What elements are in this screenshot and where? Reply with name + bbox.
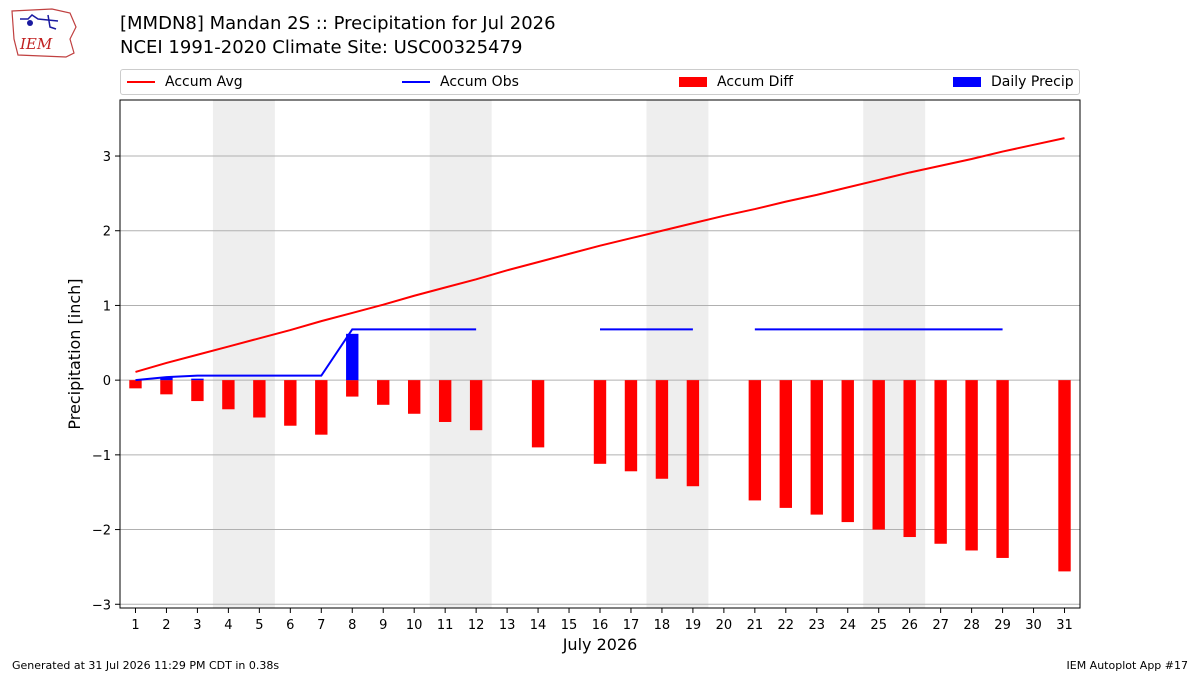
legend-item-accum-diff: Accum Diff (679, 70, 793, 94)
legend-swatch-accum-obs (402, 81, 430, 83)
x-tick-label: 18 (654, 618, 671, 633)
accum-diff-bar (160, 380, 173, 395)
x-tick-label: 15 (561, 618, 578, 633)
accum-diff-bar (965, 380, 978, 551)
x-tick-label: 5 (255, 618, 263, 633)
footer-app-id: IEM Autoplot App #17 (1066, 659, 1189, 672)
accum-diff-bar (408, 380, 421, 414)
accum-diff-bar (934, 380, 947, 544)
y-tick-label: −3 (92, 598, 111, 613)
x-tick-label: 21 (747, 618, 764, 633)
y-axis-label: Precipitation [inch] (65, 278, 84, 429)
accum-diff-bar (222, 380, 235, 410)
x-tick-label: 12 (468, 618, 485, 633)
x-tick-label: 28 (963, 618, 980, 633)
weekend-shade-1 (212, 100, 275, 608)
x-tick-label: 29 (994, 618, 1011, 633)
x-tick-label: 20 (716, 618, 733, 633)
x-tick-label: 3 (193, 618, 201, 633)
legend-swatch-accum-avg (127, 81, 155, 83)
legend-item-accum-avg: Accum Avg (127, 70, 243, 94)
x-tick-label: 26 (901, 618, 918, 633)
accum-diff-bar (129, 380, 142, 389)
x-axis-label: July 2026 (562, 635, 638, 654)
x-tick-label: 17 (623, 618, 640, 633)
accum-diff-bar (191, 380, 204, 402)
x-tick-label: 13 (499, 618, 516, 633)
accum-avg-line (135, 137, 1065, 373)
legend-item-accum-obs: Accum Obs (402, 70, 519, 94)
accum-obs-line (135, 328, 477, 382)
iem-logo: IEM (11, 8, 77, 58)
accum-diff-bar (531, 380, 545, 448)
x-tick-label: 19 (685, 618, 702, 633)
accum-diff-bar (438, 380, 452, 422)
y-tick-label: −2 (92, 524, 111, 539)
daily-precip-bar (160, 377, 173, 381)
accum-diff-bar (779, 380, 792, 508)
daily-precip-bar (346, 333, 359, 381)
accum-diff-bar (996, 380, 1009, 558)
x-tick-label: 2 (162, 618, 170, 633)
svg-text:IEM: IEM (19, 35, 53, 53)
x-tick-label: 25 (870, 618, 887, 633)
y-tick-label: 3 (103, 150, 111, 165)
y-tick-label: 1 (103, 299, 111, 314)
legend-swatch-daily-precip (953, 77, 981, 87)
footer-generated: Generated at 31 Jul 2026 11:29 PM CDT in… (12, 659, 280, 672)
x-tick-label: 10 (406, 618, 423, 633)
accum-diff-bar (872, 380, 885, 530)
accum-diff-bar (686, 380, 700, 487)
weekend-shade-3 (646, 100, 709, 608)
x-tick-label: 16 (592, 618, 609, 633)
y-tick-label: 0 (103, 374, 111, 389)
accum-diff-bar (903, 380, 916, 538)
accum-diff-bar (377, 380, 390, 405)
x-tick-label: 8 (348, 618, 356, 633)
accum-diff-bar (655, 380, 669, 479)
legend: Accum Avg Accum Obs Accum Diff Daily Pre… (120, 69, 1080, 95)
accum-diff-bar (284, 380, 297, 426)
chart-title: [MMDN8] Mandan 2S :: Precipitation for J… (120, 13, 556, 34)
bars (129, 333, 1071, 572)
accum-diff-bar (346, 380, 359, 397)
x-tick-label: 9 (379, 618, 387, 633)
legend-label-accum-obs: Accum Obs (440, 74, 519, 90)
daily-precip-bar (191, 378, 204, 381)
legend-label-accum-avg: Accum Avg (165, 74, 243, 90)
x-tick-label: 27 (932, 618, 949, 633)
x-tick-label: 24 (839, 618, 856, 633)
x-tick-label: 6 (286, 618, 294, 633)
accum-diff-bar (315, 380, 328, 435)
legend-label-daily-precip: Daily Precip (991, 74, 1074, 90)
accum-diff-bar (1058, 380, 1071, 572)
legend-item-daily-precip: Daily Precip (953, 70, 1074, 94)
accum-diff-bar (748, 380, 762, 501)
weekend-shade-2 (429, 100, 492, 608)
weekend-shading (212, 100, 926, 608)
legend-label-accum-diff: Accum Diff (717, 74, 794, 90)
x-tick-label: 1 (131, 618, 139, 633)
legend-swatch-accum-diff (679, 77, 707, 87)
x-tick-label: 7 (317, 618, 325, 633)
accum-diff-bar (593, 380, 607, 464)
accum-diff-bar (810, 380, 823, 515)
x-tick-label: 30 (1025, 618, 1042, 633)
accum-diff-bar (624, 380, 638, 472)
chart-subtitle: NCEI 1991-2020 Climate Site: USC00325479 (120, 37, 523, 58)
y-tick-label: 2 (103, 225, 111, 240)
x-tick-label: 14 (530, 618, 547, 633)
x-tick-label: 4 (224, 618, 232, 633)
accum-diff-bar (841, 380, 854, 523)
accum-diff-bar (253, 380, 266, 418)
lines (135, 137, 1065, 382)
x-tick-label: 11 (437, 618, 454, 633)
accum-diff-bar (469, 380, 483, 431)
y-tick-label: −1 (92, 449, 111, 464)
x-tick-label: 31 (1056, 618, 1073, 633)
x-tick-label: 23 (809, 618, 826, 633)
x-tick-label: 22 (778, 618, 795, 633)
